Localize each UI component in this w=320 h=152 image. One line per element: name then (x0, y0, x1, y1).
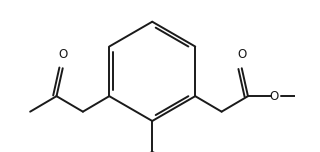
Text: O: O (237, 48, 246, 61)
Text: O: O (58, 48, 67, 61)
Text: O: O (270, 90, 279, 103)
